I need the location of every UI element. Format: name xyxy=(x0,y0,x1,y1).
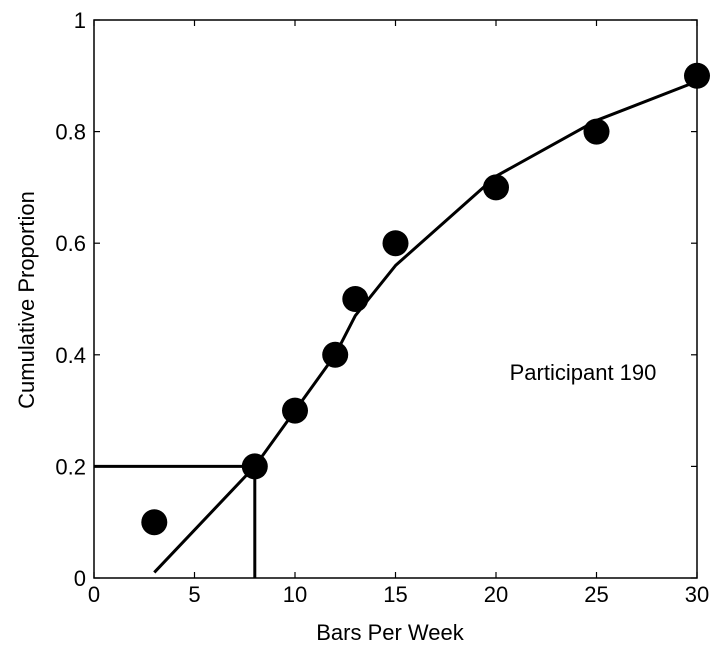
x-tick-label: 0 xyxy=(88,582,100,607)
y-tick-label: 0.4 xyxy=(55,343,86,368)
plot-frame xyxy=(93,19,698,579)
x-tick-label: 30 xyxy=(685,582,709,607)
y-axis-label: Cumulative Proportion xyxy=(14,191,39,409)
plot-area: 0 5 10 15 20 25 30 0 0.2 0.4 0.6 0.8 1 xyxy=(55,8,710,607)
x-tick-label: 25 xyxy=(584,582,608,607)
y-tick-label: 0 xyxy=(74,566,86,591)
x-tick-label: 5 xyxy=(188,582,200,607)
x-axis-label: Bars Per Week xyxy=(316,620,465,645)
fitted-curve xyxy=(153,79,698,574)
data-point xyxy=(382,230,409,257)
y-tick-label: 0.6 xyxy=(55,231,86,256)
data-point xyxy=(141,509,168,536)
participant-annotation: Participant 190 xyxy=(510,360,657,385)
y-tick-label: 0.2 xyxy=(55,454,86,479)
x-tick-label: 10 xyxy=(283,582,307,607)
data-point xyxy=(684,62,710,89)
y-tick-label: 0.8 xyxy=(55,120,86,145)
y-tick-label: 1 xyxy=(74,8,86,33)
data-point xyxy=(322,341,349,368)
data-point xyxy=(583,118,610,145)
data-point xyxy=(483,174,509,201)
x-tick-label: 20 xyxy=(484,582,508,607)
data-point xyxy=(282,397,308,424)
data-point xyxy=(342,286,369,312)
x-tick-label: 15 xyxy=(383,582,407,607)
data-point xyxy=(241,453,268,480)
